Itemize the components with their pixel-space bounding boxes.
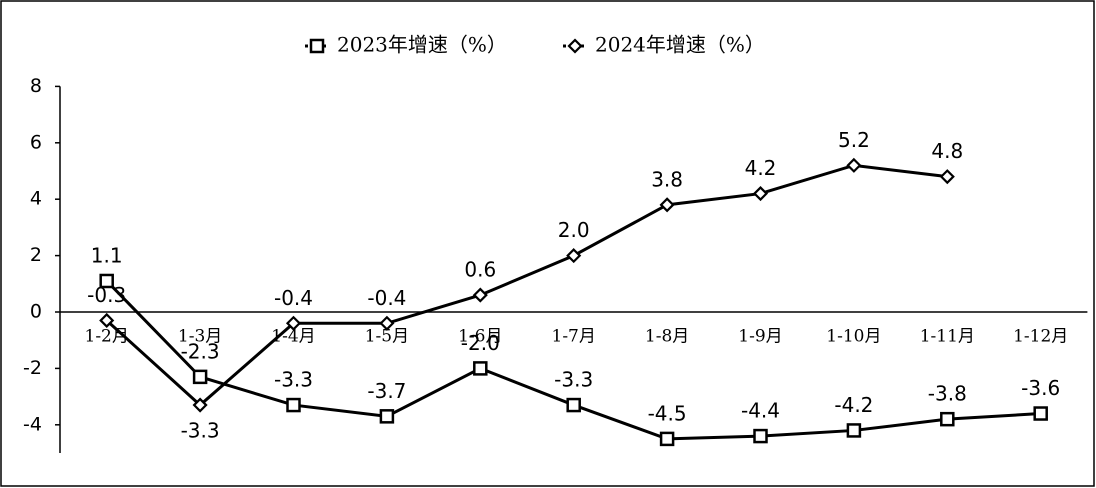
legend-label: 2024年增速（%）: [595, 33, 765, 57]
y-tick-label: 4: [30, 188, 42, 210]
x-tick-label: 1-11月: [920, 327, 975, 347]
data-label: 5.2: [838, 128, 870, 152]
marker: [379, 315, 395, 331]
data-label: -4.5: [648, 401, 687, 425]
y-tick-label: 2: [30, 244, 42, 266]
data-label: 0.6: [464, 258, 496, 282]
data-label: -2.0: [461, 331, 500, 355]
marker: [309, 38, 325, 54]
x-tick-label: 1-12月: [1013, 327, 1068, 347]
data-label: -4.2: [834, 393, 873, 417]
y-tick-label: 6: [30, 131, 42, 153]
marker: [192, 369, 208, 385]
data-label: -0.4: [274, 286, 313, 310]
marker: [99, 273, 114, 289]
x-tick-label: 1-6月: [458, 327, 502, 347]
marker: [659, 197, 675, 213]
data-label: -3.8: [928, 382, 967, 406]
marker: [659, 431, 675, 447]
marker: [285, 315, 302, 331]
y-tick-label: -2: [23, 357, 42, 379]
marker: [846, 157, 862, 173]
marker: [753, 428, 768, 444]
marker: [566, 397, 581, 413]
marker: [752, 186, 769, 202]
marker: [939, 169, 955, 185]
marker: [99, 312, 115, 329]
x-tick-label: 1-3月: [178, 327, 222, 347]
legend: 2023年增速（%） 2024年增速（%）: [305, 33, 765, 57]
data-label: -4.4: [741, 399, 780, 423]
data-label: -0.3: [87, 283, 126, 307]
data-label: -2.3: [181, 339, 220, 363]
legend-label: 2023年增速（%）: [337, 33, 507, 57]
y-tick-label: 0: [30, 301, 42, 323]
series-line: [105, 163, 948, 408]
y-tick-label: -4: [23, 413, 42, 435]
y-tick-label: 8: [30, 75, 42, 97]
data-label: -3.3: [181, 419, 220, 443]
x-tick-label: 1-7月: [552, 327, 596, 347]
x-tick-label: 1-8月: [645, 327, 689, 347]
marker: [472, 287, 488, 303]
data-label: -0.4: [367, 286, 406, 310]
data-label: -3.6: [1021, 376, 1060, 400]
marker: [192, 397, 208, 413]
marker: [940, 411, 955, 427]
data-label: 1.1: [91, 243, 123, 267]
marker: [566, 248, 582, 264]
x-tick-label: 1-9月: [738, 327, 782, 347]
data-label: 2.0: [558, 218, 590, 242]
data-label: -3.7: [367, 379, 406, 403]
marker: [286, 397, 301, 413]
data-label: 4.8: [931, 139, 963, 163]
marker: [1033, 406, 1048, 421]
marker: [567, 38, 583, 54]
marker: [379, 409, 395, 424]
data-label: 3.8: [651, 167, 683, 191]
x-tick-label: 1-5月: [365, 327, 409, 347]
data-label: 4.2: [745, 156, 777, 180]
x-tick-label: 1-10月: [826, 327, 881, 347]
marker: [846, 423, 862, 438]
marker: [473, 361, 488, 376]
data-label: -3.3: [554, 368, 593, 392]
data-label: -3.3: [274, 368, 313, 392]
